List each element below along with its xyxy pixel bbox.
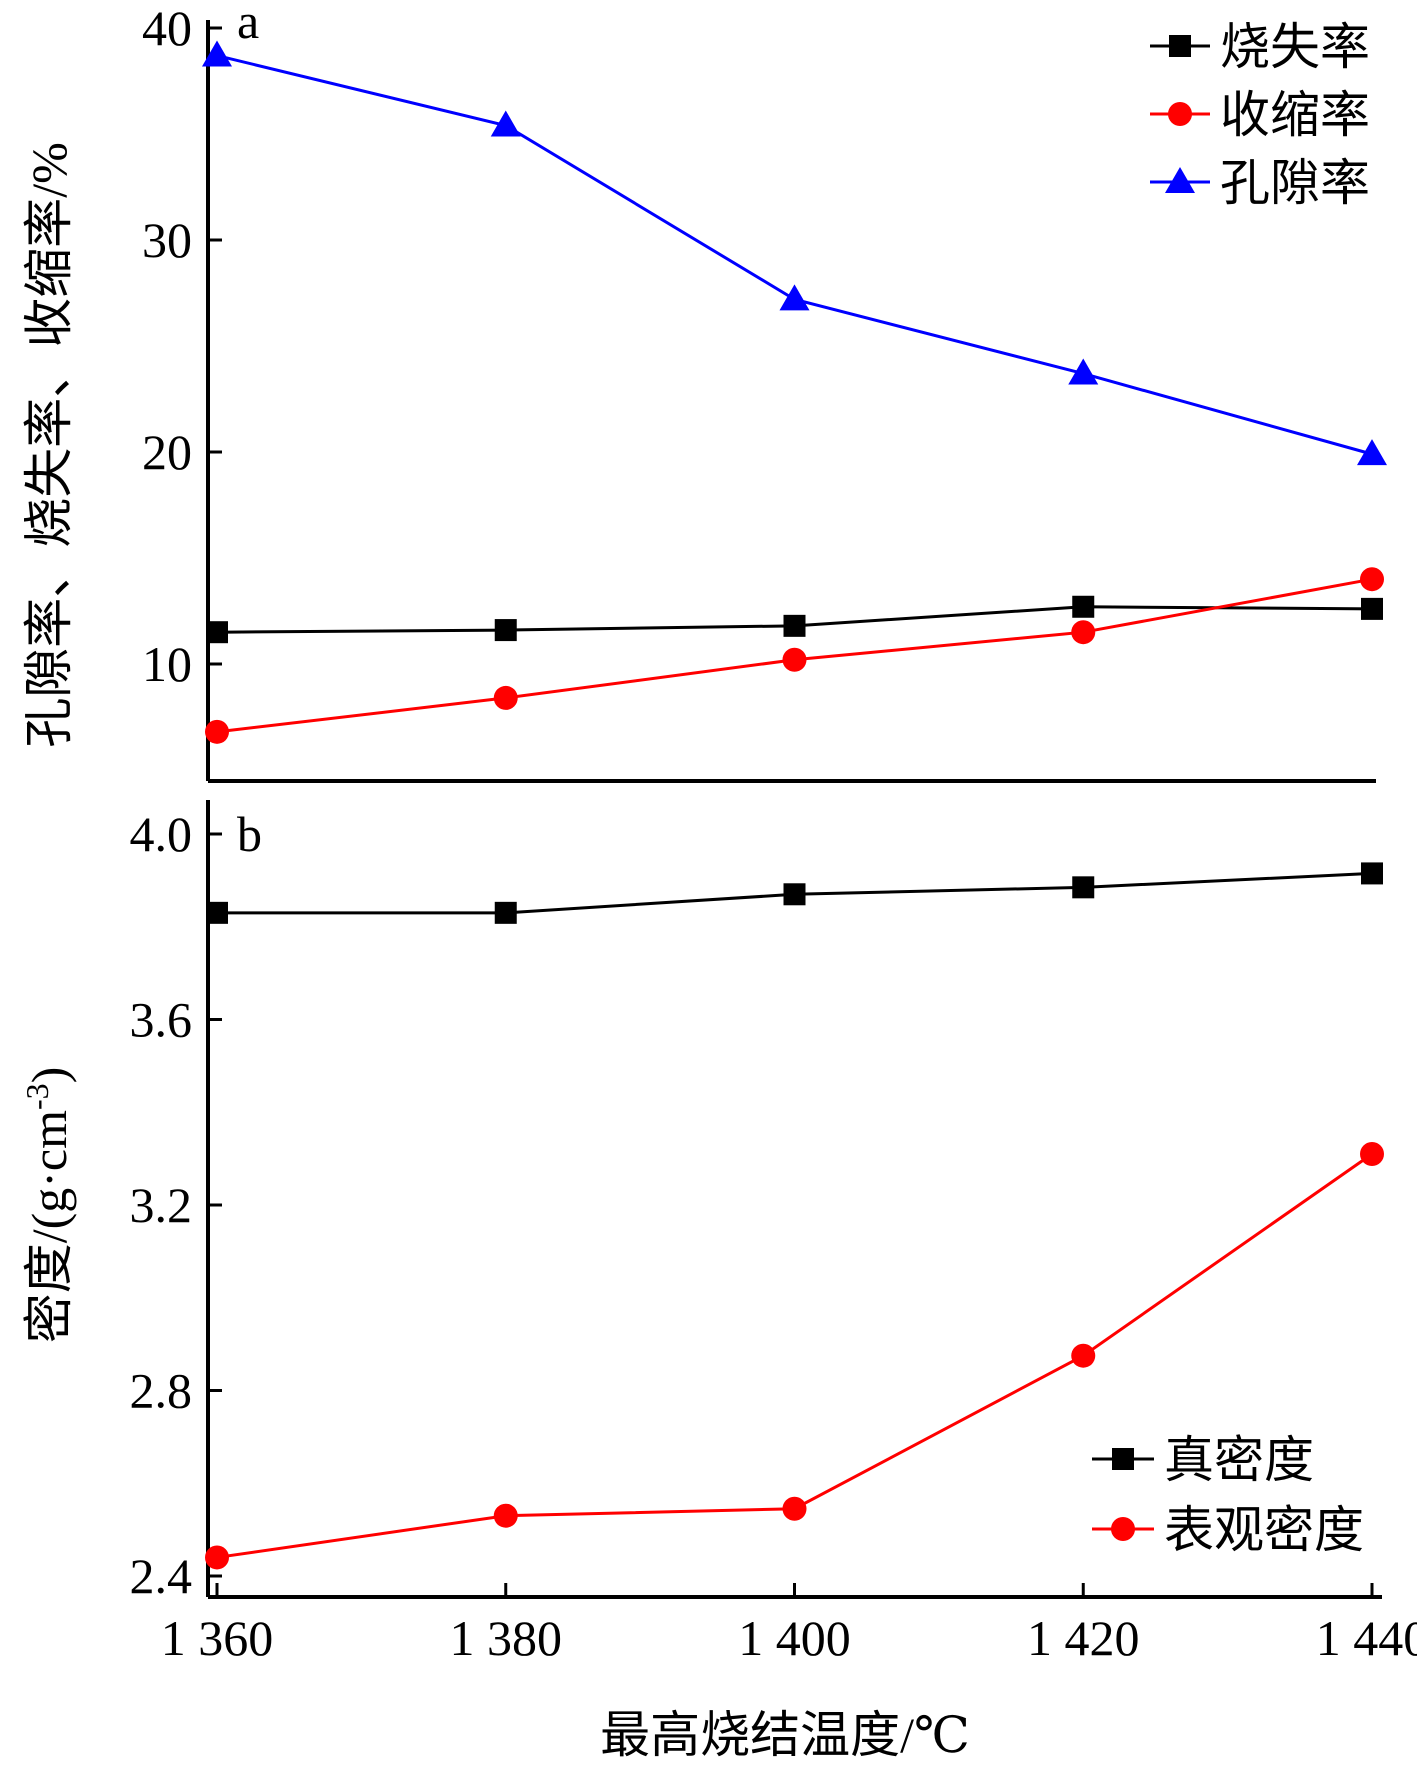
data-point	[202, 40, 232, 67]
data-point	[782, 647, 807, 672]
panel-b-y-axis-title-close: )	[21, 1067, 77, 1084]
data-point	[783, 614, 806, 637]
data-point	[1072, 876, 1095, 899]
series-square-0	[206, 862, 1383, 924]
data-point	[493, 1503, 518, 1528]
legend-marker	[1168, 102, 1192, 126]
legend-label: 表观密度	[1164, 1502, 1364, 1558]
data-point	[206, 901, 228, 924]
data-point	[779, 284, 810, 311]
data-point	[1360, 1141, 1384, 1166]
panel-b: 2.4 2.8 3.2 3.6 4.0 1 360 1 380 1 400 1 420 1 44…	[19, 800, 1417, 1763]
legend-label: 烧失率	[1220, 19, 1370, 75]
y-tick-label: 3.6	[130, 992, 193, 1048]
data-point	[205, 1545, 229, 1570]
panel-b-y-axis-title-main: 密度/(g·cm	[21, 1110, 77, 1343]
data-point	[783, 883, 806, 906]
series-square-0	[206, 595, 1383, 644]
legend-item: 孔隙率	[1150, 155, 1370, 211]
y-tick-label: 10	[142, 636, 192, 692]
y-tick-label: 2.4	[130, 1548, 193, 1604]
y-tick-label: 30	[142, 212, 192, 268]
legend-item: 表观密度	[1092, 1502, 1364, 1558]
series-circle-1	[205, 567, 1384, 744]
data-point	[1360, 567, 1384, 592]
data-point	[1072, 595, 1095, 618]
legend-marker	[1111, 1517, 1135, 1541]
data-point	[494, 619, 517, 642]
legend-item: 收缩率	[1150, 87, 1370, 143]
x-tick-label: 1 440	[1316, 1610, 1417, 1666]
legend-marker	[1165, 167, 1195, 193]
data-point	[205, 719, 229, 744]
data-point	[493, 685, 518, 710]
data-point	[206, 621, 228, 644]
panel-b-y-axis-title-sup: -3	[19, 1083, 55, 1110]
x-tick-label: 1 400	[738, 1610, 851, 1666]
panel-b-series	[205, 862, 1384, 1570]
y-tick-label: 3.2	[130, 1177, 193, 1233]
panel-a-y-ticks: 10 20 30 40	[142, 0, 222, 692]
panel-b-y-ticks: 2.4 2.8 3.2 3.6 4.0	[130, 806, 222, 1604]
data-point	[1357, 439, 1387, 466]
legend-label: 孔隙率	[1220, 155, 1370, 211]
data-point	[490, 110, 521, 137]
series-circle-1	[205, 1141, 1384, 1570]
x-tick-label: 1 380	[450, 1610, 563, 1666]
legend-label: 收缩率	[1220, 87, 1370, 143]
data-point	[1071, 620, 1096, 645]
data-point	[1071, 1343, 1096, 1368]
legend-item: 烧失率	[1150, 19, 1370, 75]
panel-b-x-axis-title: 最高烧结温度/℃	[600, 1707, 970, 1763]
legend-marker	[1169, 35, 1191, 57]
panel-b-y-axis-title: 密度/(g·cm-3)	[19, 1067, 77, 1344]
data-point	[1361, 862, 1383, 885]
y-tick-label: 2.8	[130, 1363, 193, 1419]
data-point	[494, 901, 517, 924]
panel-a-y-axis-title: 孔隙率、烧失率、收缩率/%	[21, 142, 77, 748]
panel-a-letter: a	[237, 0, 259, 49]
data-point	[782, 1496, 807, 1521]
panel-b-x-ticks: 1 360 1 380 1 400 1 420 1 440	[161, 1583, 1417, 1666]
data-point	[1068, 358, 1099, 385]
legend-label: 真密度	[1164, 1432, 1314, 1488]
series-triangle-2	[202, 40, 1387, 466]
y-tick-label: 40	[142, 0, 192, 56]
data-point	[1361, 597, 1383, 620]
x-tick-label: 1 360	[161, 1610, 274, 1666]
y-tick-label: 20	[142, 424, 192, 480]
panel-b-letter: b	[237, 806, 262, 862]
legend-item: 真密度	[1092, 1432, 1314, 1488]
y-tick-label: 4.0	[130, 806, 193, 862]
legend-marker	[1112, 1448, 1134, 1470]
x-tick-label: 1 420	[1027, 1610, 1140, 1666]
panel-a-series	[202, 40, 1387, 744]
